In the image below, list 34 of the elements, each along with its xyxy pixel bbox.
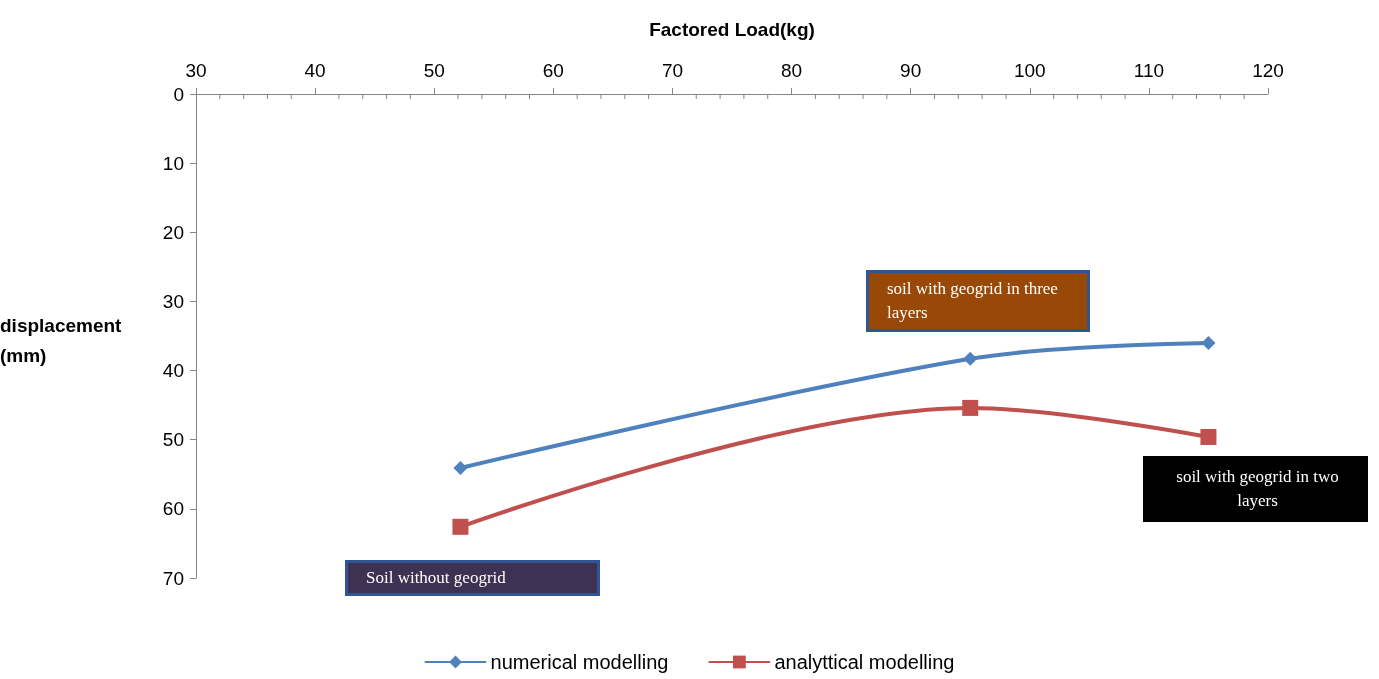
x-tick-label: 80 <box>780 60 803 81</box>
y-tick-label: 60 <box>162 498 184 520</box>
point <box>962 399 979 416</box>
point <box>1200 428 1217 445</box>
x-tick-label: 110 <box>1133 60 1165 81</box>
text-box: soil with geogrid in three layers <box>866 270 1090 332</box>
x-tick-label: 100 <box>1013 60 1046 81</box>
y-tick-label: 0 <box>173 83 184 105</box>
x-tick-label: 120 <box>1252 60 1284 81</box>
text-box: Soil without geogrid <box>345 560 600 596</box>
y-tick-label: 10 <box>162 152 184 174</box>
annotation: soil with geogrid in two layers <box>1175 466 1340 512</box>
legend-label: numerical modelling <box>490 651 669 673</box>
y-axis-title: displacement (mm) <box>0 314 127 366</box>
y-tick-label: 50 <box>162 429 184 451</box>
x-tick-label: 30 <box>185 60 207 81</box>
point <box>1201 335 1216 350</box>
legend-label: analyttical modelling <box>774 651 955 673</box>
x-axis-title: Factored Load(kg) <box>649 19 815 40</box>
x-tick-label: 70 <box>661 60 684 81</box>
x-tick-label: 90 <box>900 60 922 81</box>
y-tick-label: 20 <box>162 221 184 243</box>
y-tick-label: 70 <box>162 567 184 589</box>
x-tick-label: 40 <box>304 60 326 81</box>
y-tick-label: 40 <box>162 360 184 382</box>
x-tick-label: 60 <box>542 60 564 81</box>
point <box>453 461 468 476</box>
point <box>452 518 469 535</box>
y-tick-label: 30 <box>162 290 184 312</box>
point <box>963 351 978 366</box>
annotation: soil with geogrid in three layers <box>887 278 1059 324</box>
text-box: soil with geogrid in two layers <box>1143 456 1368 522</box>
annotation: Soil without geogrid <box>366 567 506 589</box>
x-tick-label: 50 <box>423 60 445 81</box>
